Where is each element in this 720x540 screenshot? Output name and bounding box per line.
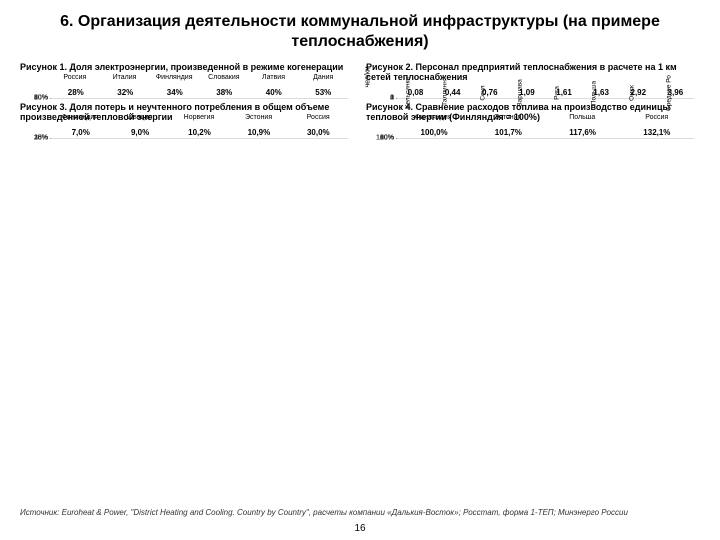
x-label: Латвия	[249, 72, 299, 94]
plot-area: 0%10%20%30%40%50%60%28%32%34%38%40%53%	[50, 98, 348, 99]
x-label: Эстония	[471, 112, 546, 134]
x-label: Польша	[545, 112, 620, 134]
x-label: Швеция	[110, 112, 170, 134]
x-labels: ХельсинкиТаллиннСеулВаршаваРигаПольшаОмс…	[396, 72, 694, 94]
page-title: 6. Организация деятельности коммунальной…	[0, 0, 720, 58]
x-label: Норвегия	[169, 112, 229, 134]
x-label: Сеул	[478, 74, 500, 111]
chart-grid: Рисунок 1. Доля электроэнергии, произвед…	[0, 58, 720, 134]
x-label: Италия	[100, 72, 150, 94]
x-label: Финляндия	[50, 112, 110, 134]
x-label: Эстония	[229, 112, 289, 134]
y-tick: 140%	[376, 135, 397, 142]
gridline	[51, 98, 348, 99]
source-footer: Источник: Euroheat & Power, "District He…	[20, 508, 700, 518]
y-tick: 4	[390, 95, 397, 102]
x-labels: ФинляндияШвецияНорвегияЭстонияРоссия	[50, 112, 348, 134]
gridline	[51, 138, 348, 139]
x-label: Дания	[298, 72, 348, 94]
gridline	[397, 138, 694, 139]
x-label: Россия	[50, 72, 100, 94]
x-labels: РоссияИталияФинляндияСловакияЛатвияДания	[50, 72, 348, 94]
x-labels: ФинляндияЭстонияПольшаРоссия	[396, 112, 694, 134]
x-label: Россия	[288, 112, 348, 134]
panel-3: Рисунок 3. Доля потерь и неучтенного пот…	[20, 102, 354, 134]
plot-area: 0%5%10%15%20%25%30%35%7,0%9,0%10,2%10,9%…	[50, 138, 348, 139]
x-label: Варшава	[515, 74, 537, 111]
plot-area: 0%20%40%60%80%100%120%140%100,0%101,7%11…	[396, 138, 694, 139]
x-label: Среднее Ро	[664, 74, 686, 111]
x-label: Хельсинки	[404, 74, 426, 111]
x-label: Польша	[590, 74, 612, 111]
panel-1: Рисунок 1. Доля электроэнергии, произвед…	[20, 62, 354, 94]
page-number: 16	[0, 523, 720, 534]
x-label: Рига	[553, 74, 575, 111]
x-label: Словакия	[199, 72, 249, 94]
x-label: Финляндия	[396, 112, 471, 134]
x-label: Россия	[620, 112, 695, 134]
x-label: Финляндия	[149, 72, 199, 94]
x-label: Таллинн	[441, 74, 463, 111]
y-tick: 35%	[34, 135, 51, 142]
y-axis-label: чел/км	[365, 66, 372, 87]
panel-2: Рисунок 2. Персонал предприятий теплосна…	[366, 62, 700, 94]
y-tick: 60%	[34, 95, 51, 102]
x-label: Омск	[627, 74, 649, 111]
